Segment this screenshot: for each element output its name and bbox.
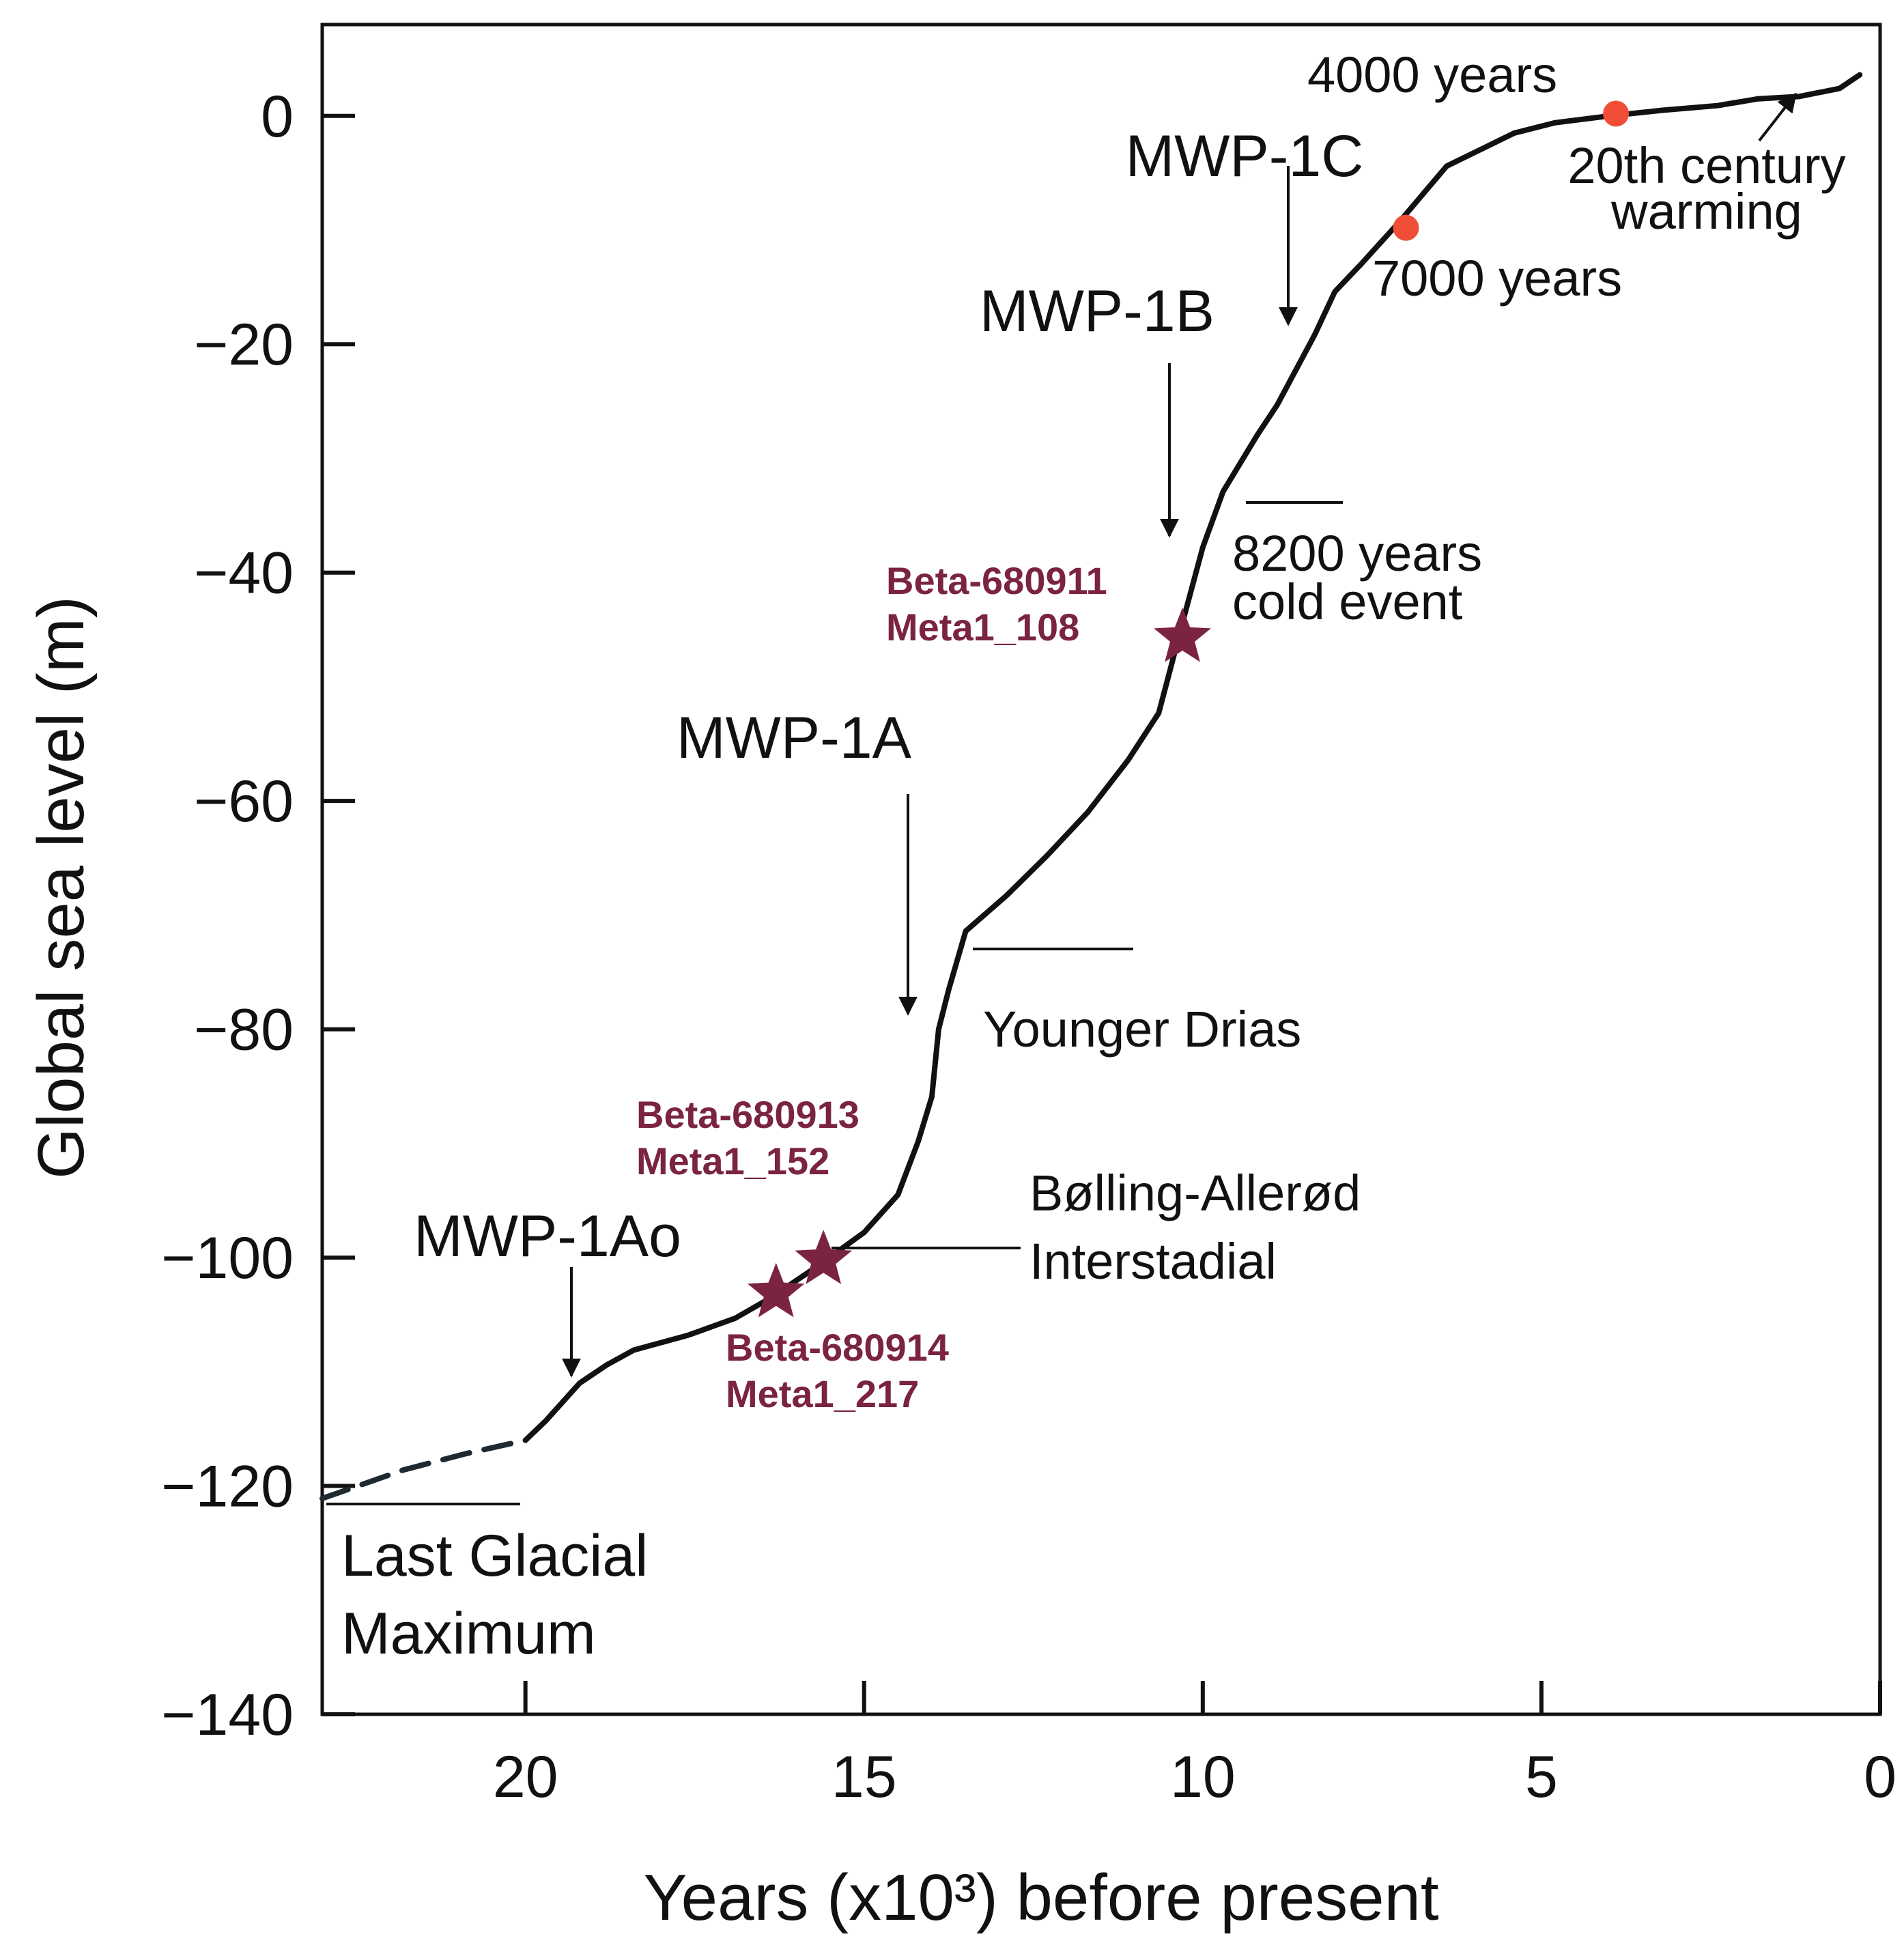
- y-axis-title: Global sea level (m): [25, 596, 98, 1179]
- label-mwp1ao: MWP-1Ao: [414, 1204, 681, 1269]
- y-tick-label: −140: [161, 1682, 294, 1748]
- x-tick-label: 10: [1170, 1744, 1236, 1810]
- y-tick-label: −40: [194, 541, 294, 606]
- sample-star: [795, 1230, 853, 1284]
- sample-label-1a: Beta-680911: [886, 559, 1107, 602]
- y-tick-label: −20: [194, 312, 294, 378]
- x-axis-ticks: 20 15 10 5 0: [493, 1681, 1896, 1810]
- label-cold-event-1: 8200 years: [1232, 525, 1482, 582]
- label-mwp1c: MWP-1C: [1126, 124, 1364, 189]
- label-mwp1b: MWP-1B: [980, 279, 1214, 344]
- label-7000-years: 7000 years: [1372, 250, 1622, 307]
- label-younger-drias: Younger Drias: [983, 1001, 1301, 1058]
- x-tick-label: 5: [1525, 1744, 1558, 1810]
- label-warming-2: warming: [1610, 183, 1802, 240]
- y-tick-label: −60: [194, 769, 294, 834]
- sample-label-2a: Beta-680913: [636, 1093, 859, 1136]
- label-bolling-2: Interstadial: [1029, 1233, 1277, 1290]
- label-bolling-1: Bølling-Allerød: [1029, 1165, 1361, 1221]
- sample-label-3a: Beta-680914: [726, 1326, 949, 1369]
- y-tick-label: −100: [161, 1225, 294, 1291]
- age-point: [1393, 214, 1419, 241]
- sea-level-curve-dashed: [319, 1437, 528, 1501]
- sea-level-curve: [522, 72, 1863, 1443]
- label-lgm-2: Maximum: [341, 1601, 596, 1667]
- x-tick-label: 15: [832, 1744, 897, 1810]
- warming-arrow: [1758, 92, 1797, 142]
- x-tick-label: 20: [493, 1744, 558, 1810]
- plot-frame: [320, 23, 1882, 1716]
- data-markers: [747, 100, 1630, 1318]
- annotation-guides: [326, 92, 1797, 1505]
- sample-labels: Beta-680911 Meta1_108 Beta-680913 Meta1_…: [636, 559, 1107, 1415]
- y-tick-label: −80: [194, 997, 294, 1063]
- sample-label-3b: Meta1_217: [726, 1372, 919, 1415]
- x-axis-title: Years (x10³) before present: [643, 1861, 1438, 1934]
- sample-star: [1154, 608, 1211, 662]
- y-tick-label: −120: [161, 1454, 294, 1520]
- x-tick-label: 0: [1864, 1744, 1896, 1810]
- label-warming-1: 20th century: [1567, 137, 1845, 194]
- label-mwp1a: MWP-1A: [677, 705, 912, 771]
- y-tick-label: 0: [261, 84, 294, 150]
- age-point: [1603, 100, 1630, 127]
- label-lgm-1: Last Glacial: [341, 1523, 648, 1589]
- label-4000-years: 4000 years: [1307, 46, 1557, 103]
- sample-star: [747, 1262, 805, 1318]
- sample-label-2b: Meta1_152: [636, 1139, 829, 1182]
- label-cold-event-2: cold event: [1232, 573, 1463, 630]
- y-axis-ticks: 0 −20 −40 −60 −80 −100 −120 −140: [161, 84, 355, 1748]
- sample-label-1b: Meta1_108: [886, 606, 1079, 649]
